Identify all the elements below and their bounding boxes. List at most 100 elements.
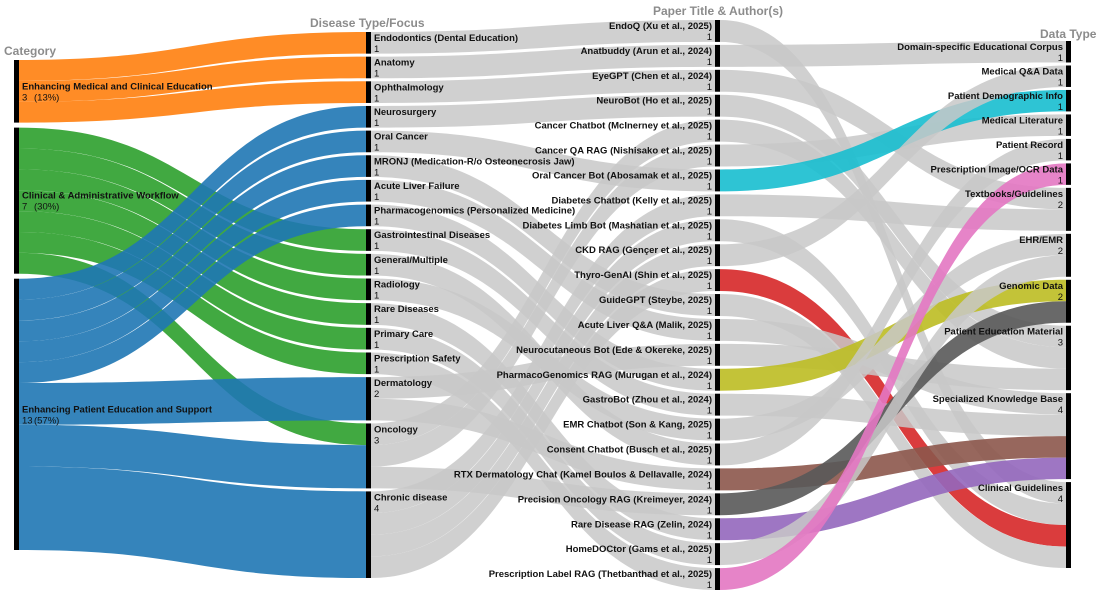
- node-value-p11: 1: [707, 281, 712, 292]
- sankey-node-p9: [715, 219, 720, 242]
- node-value-p18: 1: [707, 456, 712, 467]
- node-label-neuro: Neurosurgery: [374, 107, 437, 118]
- node-value-d5: 1: [1058, 151, 1063, 162]
- node-label-rare: Rare Diseases: [374, 304, 439, 315]
- node-label-p3: EyeGPT (Chen et al., 2024): [592, 71, 712, 82]
- node-label-d4: Medical Literature: [982, 115, 1063, 126]
- sankey-link-mronj-p12: [371, 155, 715, 316]
- sankey-node-pat: [14, 278, 19, 550]
- datatype-column-header: Data Type: [1040, 27, 1097, 41]
- node-label-p21: Rare Disease RAG (Zelin, 2024): [571, 519, 712, 530]
- node-label-endo: Endodontics (Dental Education): [374, 33, 518, 44]
- sankey-node-p22: [715, 543, 720, 566]
- sankey-node-p2: [715, 44, 720, 67]
- paper-column-header: Paper Title & Author(s): [653, 4, 784, 18]
- sankey-link-p1-d12: [720, 20, 1066, 504]
- node-label-p1: EndoQ (Xu et al., 2025): [609, 21, 712, 32]
- sankey-node-p5: [715, 119, 720, 142]
- sankey-link-edu-endo: [19, 32, 366, 81]
- node-value-gi: 1: [374, 241, 379, 252]
- node-value-p23: 1: [707, 580, 712, 591]
- node-value-oralc: 1: [374, 143, 379, 154]
- sankey-node-presc: [366, 352, 371, 375]
- sankey-node-p3: [715, 69, 720, 92]
- node-label-oralc: Oral Cancer: [374, 132, 428, 143]
- node-value-presc: 1: [374, 364, 379, 375]
- node-label-work: Clinical & Administrative Workflow: [22, 191, 179, 202]
- node-value-p15: 1: [707, 381, 712, 392]
- sankey-node-p4: [715, 94, 720, 117]
- sankey-node-onc: [366, 423, 371, 489]
- sankey-link-onc-p6: [371, 144, 715, 467]
- node-value-d10: 3: [1058, 338, 1063, 349]
- node-value-gen: 1: [374, 266, 379, 277]
- sankey-link-p5-d10: [720, 119, 1066, 369]
- sankey-node-p10: [715, 244, 720, 267]
- sankey-link-oph-p3: [371, 69, 715, 103]
- sankey-node-endo: [366, 32, 371, 54]
- sankey-link-p22-d8: [720, 255, 1066, 566]
- node-value-chron: 4: [374, 503, 379, 514]
- node-value-d11: 4: [1058, 405, 1063, 416]
- node-label-p6: Cancer QA RAG (Nishisako et al., 2025): [535, 146, 712, 157]
- sankey-link-pat-liver: [19, 179, 366, 363]
- sankey-node-d1: [1066, 41, 1071, 63]
- sankey-node-p14: [715, 343, 720, 366]
- node-label-prim: Primary Care: [374, 329, 433, 340]
- sankey-node-d9: [1066, 279, 1071, 323]
- node-value-p20: 1: [707, 505, 712, 516]
- sankey-node-p13: [715, 318, 720, 341]
- sankey-node-radio: [366, 278, 371, 301]
- sankey-link-p12-d12: [720, 294, 1066, 568]
- node-value-d1: 1: [1058, 53, 1063, 64]
- node-value-rare: 1: [374, 315, 379, 326]
- node-label-d11: Specialized Knowledge Base: [933, 394, 1063, 405]
- sankey-node-mronj: [366, 155, 371, 177]
- node-label-p5: Cancer Chatbot (McInerney et al., 2025): [535, 121, 712, 132]
- sankey-node-d3: [1066, 89, 1071, 112]
- node-label-p7: Oral Cancer Bot (Abosamak et al., 2025): [532, 170, 712, 181]
- node-label-mronj: MRONJ (Medication-R/o Osteonecrosis Jaw): [374, 156, 575, 167]
- sankey-link-p18-d5: [720, 138, 1066, 466]
- node-value-work: 7: [22, 202, 27, 213]
- sankey-link-pat-chron: [19, 466, 366, 578]
- sankey-node-pharma: [366, 204, 371, 227]
- sankey-link-gi-p16: [371, 229, 715, 416]
- node-value-p22: 1: [707, 555, 712, 566]
- node-label-d12: Clinical Guidelines: [978, 483, 1063, 494]
- sankey-link-edu-oph: [19, 81, 366, 123]
- sankey-node-p7: [715, 169, 720, 192]
- node-label-p9: Diabetes Limb Bot (Mashatian et al., 202…: [522, 220, 712, 231]
- node-label-d10: Patient Education Material: [944, 327, 1063, 338]
- sankey-link-pat-pharma: [19, 204, 366, 384]
- sankey-node-d10: [1066, 325, 1071, 391]
- sankey-node-d4: [1066, 114, 1071, 136]
- sankey-node-chron: [366, 491, 371, 578]
- node-value-p13: 1: [707, 331, 712, 342]
- node-value-p12: 1: [707, 306, 712, 317]
- node-label-d5: Patient Record: [996, 140, 1063, 151]
- node-value-endo: 1: [374, 44, 379, 55]
- sankey-link-p23-d6: [720, 163, 1066, 591]
- sankey-node-gi: [366, 229, 371, 251]
- sankey-link-liver-p13: [371, 179, 715, 341]
- node-label-p23: Prescription Label RAG (Thetbanthad et a…: [489, 569, 712, 580]
- node-pct-edu: (13%): [34, 92, 59, 103]
- node-value-d8: 2: [1058, 246, 1063, 257]
- node-value-p17: 1: [707, 431, 712, 442]
- sankey-node-gen: [366, 253, 371, 276]
- sankey-node-prim: [366, 327, 371, 350]
- node-value-oph: 1: [374, 93, 379, 104]
- sankey-link-work-onc: [19, 252, 366, 446]
- sankey-node-p15: [715, 368, 720, 391]
- node-value-p6: 1: [707, 157, 712, 168]
- node-label-p10: CKD RAG (Gençer et al., 2025): [575, 245, 712, 256]
- sankey-labels: Enhancing Medical and Clinical Education…: [22, 21, 1064, 591]
- sankey-link-chron-p8: [371, 194, 715, 514]
- sankey-node-neuro: [366, 105, 371, 128]
- node-label-d1: Domain-specific Educational Corpus: [897, 42, 1063, 53]
- node-pct-pat: (57%): [34, 415, 59, 426]
- node-value-liver: 1: [374, 192, 379, 203]
- sankey-node-d7: [1066, 187, 1071, 231]
- sankey-node-oph: [366, 81, 371, 103]
